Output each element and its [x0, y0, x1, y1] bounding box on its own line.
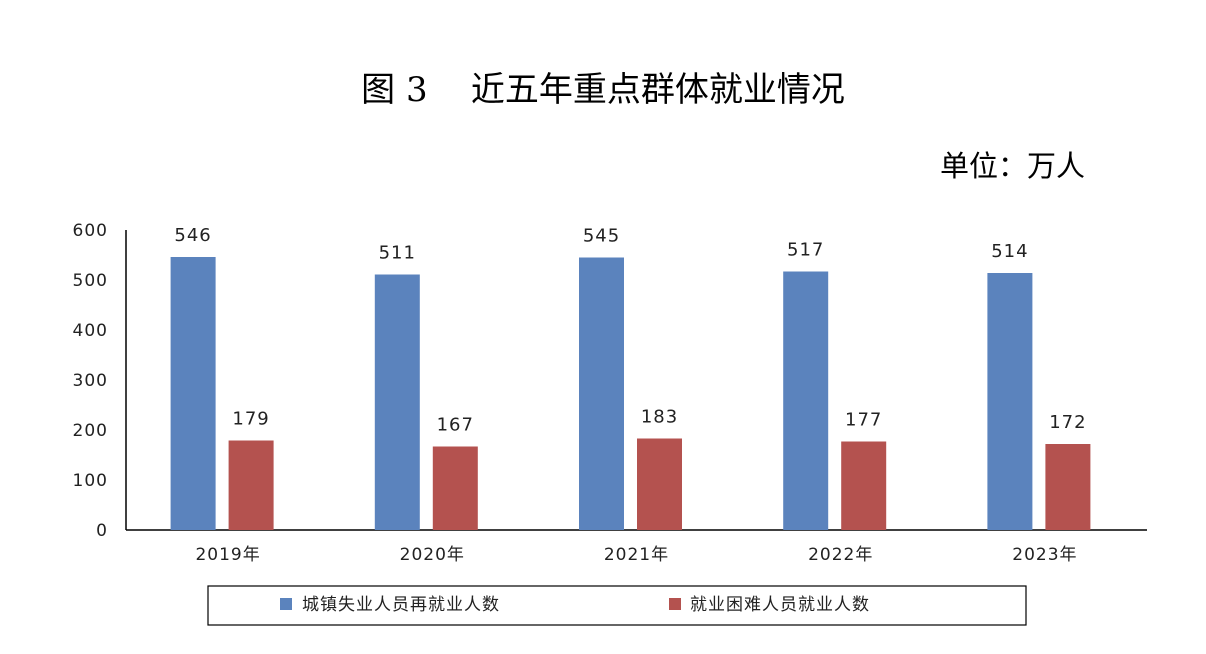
- bar-difficulty: [637, 438, 682, 530]
- data-label: 514: [991, 241, 1028, 262]
- bar-reemployment: [987, 273, 1033, 530]
- legend-label: 城镇失业人员再就业人数: [302, 595, 500, 615]
- x-tick-label: 2022年: [808, 545, 873, 565]
- y-tick-label: 0: [96, 521, 108, 541]
- y-tick-label: 300: [73, 371, 108, 391]
- x-tick-label: 2020年: [400, 545, 465, 565]
- bar-difficulty: [228, 440, 274, 530]
- data-label: 183: [641, 407, 678, 428]
- bar-reemployment: [374, 274, 420, 530]
- y-tick-label: 500: [73, 271, 108, 291]
- legend-swatch: [280, 598, 292, 610]
- data-label: 172: [1049, 412, 1086, 433]
- y-tick-label: 200: [73, 421, 108, 441]
- chart-axes: 0 100 200 300 400 500 600 2019年 2020年 2021年 2022年 2…: [73, 221, 1147, 565]
- x-tick-label: 2023年: [1012, 545, 1077, 565]
- y-tick-label: 400: [73, 321, 108, 341]
- bar-difficulty: [841, 441, 887, 530]
- unit-label: 单位：万人: [939, 149, 1085, 183]
- legend-box: [207, 585, 1027, 626]
- data-label: 511: [379, 243, 416, 264]
- data-label: 179: [232, 409, 269, 430]
- figure-title: 图 3 近五年重点群体就业情况: [361, 70, 845, 110]
- y-tick-label: 100: [73, 471, 108, 491]
- data-label: 546: [174, 225, 211, 246]
- bar-difficulty: [432, 446, 478, 530]
- bar-reemployment: [170, 257, 216, 530]
- chart-legend: 城镇失业人员再就业人数 就业困难人员就业人数: [207, 585, 1027, 626]
- bar-reemployment: [579, 257, 624, 530]
- chart-bars: [170, 257, 1091, 530]
- data-label: 517: [787, 240, 824, 261]
- data-label: 177: [845, 410, 882, 431]
- y-tick-label: 600: [73, 221, 108, 241]
- x-tick-label: 2019年: [195, 545, 260, 565]
- legend-swatch: [669, 598, 681, 610]
- legend-label: 就业困难人员就业人数: [690, 595, 870, 615]
- bar-reemployment: [783, 271, 829, 530]
- data-label: 545: [583, 226, 620, 247]
- bar-difficulty: [1045, 444, 1091, 530]
- data-label: 167: [437, 415, 474, 436]
- chart-labels: 546 179 511 167 545 183 517 177 514 172: [174, 225, 1086, 436]
- x-tick-label: 2021年: [604, 545, 669, 565]
